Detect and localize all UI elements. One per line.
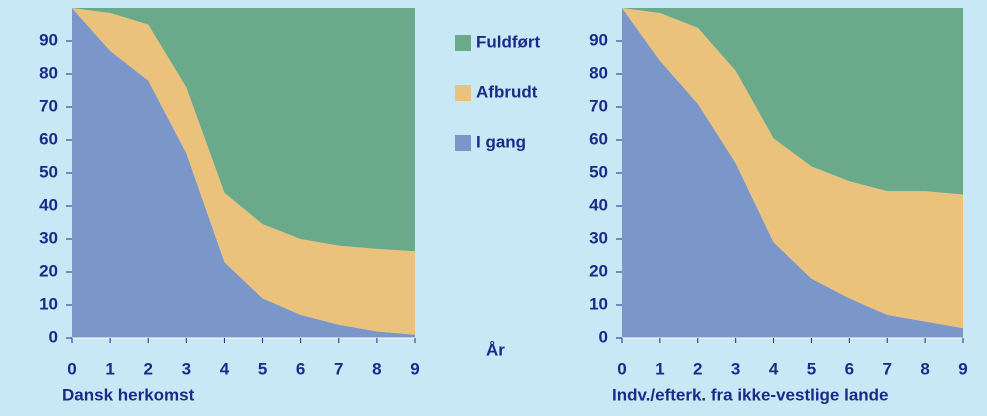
- legend-label: Fuldført: [476, 32, 541, 51]
- area: [72, 8, 415, 338]
- x-tick-label: 4: [220, 359, 230, 378]
- area: [622, 8, 963, 329]
- x-tick-label: 4: [769, 359, 779, 378]
- y-tick-label: 80: [589, 63, 608, 82]
- area: [622, 8, 963, 195]
- legend-label: Afbrudt: [476, 82, 538, 101]
- y-tick-label: 50: [39, 162, 58, 181]
- legend-swatch: [455, 35, 471, 51]
- legend-swatch: [455, 135, 471, 151]
- x-tick-label: 5: [258, 359, 267, 378]
- subtitle: Dansk herkomst: [62, 385, 195, 404]
- x-tick-label: 1: [105, 359, 114, 378]
- y-tick-label: 80: [39, 63, 58, 82]
- x-tick-label: 7: [334, 359, 343, 378]
- y-tick-label: 50: [589, 162, 608, 181]
- x-tick-label: 6: [296, 359, 305, 378]
- y-tick-label: 20: [589, 261, 608, 280]
- x-tick-label: 9: [958, 359, 967, 378]
- y-tick-label: 60: [39, 129, 58, 148]
- area: [622, 8, 963, 338]
- y-tick-label: 70: [589, 96, 608, 115]
- y-tick-label: 10: [589, 294, 608, 313]
- y-tick-label: 30: [589, 228, 608, 247]
- y-tick-label: 60: [589, 129, 608, 148]
- subtitle: Indv./efterk. fra ikke-vestlige lande: [612, 385, 889, 404]
- x-tick-label: 0: [617, 359, 626, 378]
- y-tick-label: 40: [39, 195, 58, 214]
- x-tick-label: 1: [655, 359, 664, 378]
- y-tick-label: 40: [589, 195, 608, 214]
- x-tick-label: 8: [372, 359, 381, 378]
- y-tick-label: 0: [599, 327, 608, 346]
- x-tick-label: 5: [807, 359, 816, 378]
- y-tick-label: 70: [39, 96, 58, 115]
- x-tick-label: 3: [182, 359, 191, 378]
- y-tick-label: 20: [39, 261, 58, 280]
- x-tick-label: 9: [410, 359, 419, 378]
- x-axis-label: År: [486, 340, 505, 359]
- y-tick-label: 30: [39, 228, 58, 247]
- y-tick-label: 90: [39, 30, 58, 49]
- x-tick-label: 6: [845, 359, 854, 378]
- y-tick-label: 0: [49, 327, 58, 346]
- legend-label: I gang: [476, 132, 526, 151]
- y-tick-label: 90: [589, 30, 608, 49]
- legend-swatch: [455, 85, 471, 101]
- x-tick-label: 0: [67, 359, 76, 378]
- area: [72, 8, 415, 252]
- x-tick-label: 2: [143, 359, 152, 378]
- x-tick-label: 8: [920, 359, 929, 378]
- y-tick-label: 10: [39, 294, 58, 313]
- area: [72, 8, 415, 335]
- x-tick-label: 3: [731, 359, 740, 378]
- x-tick-label: 7: [882, 359, 891, 378]
- x-tick-label: 2: [693, 359, 702, 378]
